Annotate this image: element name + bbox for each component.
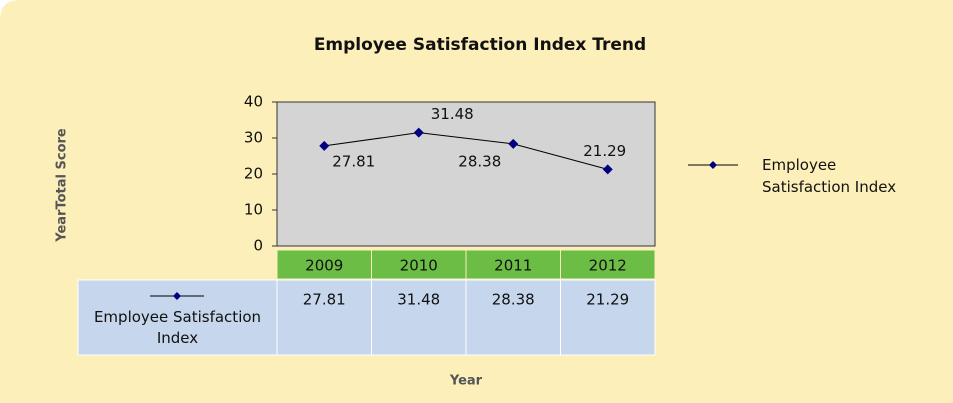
legend-marker	[709, 161, 717, 169]
y-axis-label: YearTotal Score	[55, 128, 70, 243]
x-tick-label: 2009	[305, 257, 343, 275]
y-tick-label: 30	[244, 129, 263, 147]
plot-area	[276, 101, 656, 247]
x-tick-label: 2011	[494, 257, 532, 275]
table-value: 27.81	[303, 291, 346, 309]
category-cell	[465, 249, 561, 280]
y-tick-label: 20	[244, 165, 263, 183]
series-line	[324, 132, 608, 170]
y-tick-label: 40	[244, 93, 263, 111]
data-label: 21.29	[583, 142, 626, 160]
data-label: 27.81	[332, 152, 375, 170]
data-point	[319, 140, 330, 151]
table-legend-marker	[173, 292, 181, 300]
data-point	[413, 127, 424, 138]
table-cell	[276, 279, 372, 356]
y-tick-label: 10	[244, 201, 263, 219]
category-cell	[276, 249, 372, 280]
category-cell	[371, 249, 467, 280]
y-tick-label: 0	[253, 237, 263, 255]
category-cell	[560, 249, 656, 280]
table-series-name: Employee Satisfaction Index	[93, 308, 262, 347]
table-cell	[371, 279, 467, 356]
x-axis-label: Year	[449, 374, 483, 389]
table-cell	[465, 279, 561, 356]
table-cell	[560, 279, 656, 356]
x-tick-label: 2012	[589, 257, 627, 275]
table-value: 28.38	[492, 291, 535, 309]
data-point	[602, 164, 613, 175]
data-point	[508, 138, 519, 149]
table-value: 31.48	[397, 291, 440, 309]
table-value: 21.29	[586, 291, 629, 309]
data-label: 28.38	[458, 152, 501, 170]
data-label: 31.48	[431, 105, 474, 123]
x-tick-label: 2010	[400, 257, 438, 275]
chart-title: Employee Satisfaction Index Trend	[314, 35, 646, 55]
legend-label: Employee Satisfaction Index	[762, 156, 897, 196]
